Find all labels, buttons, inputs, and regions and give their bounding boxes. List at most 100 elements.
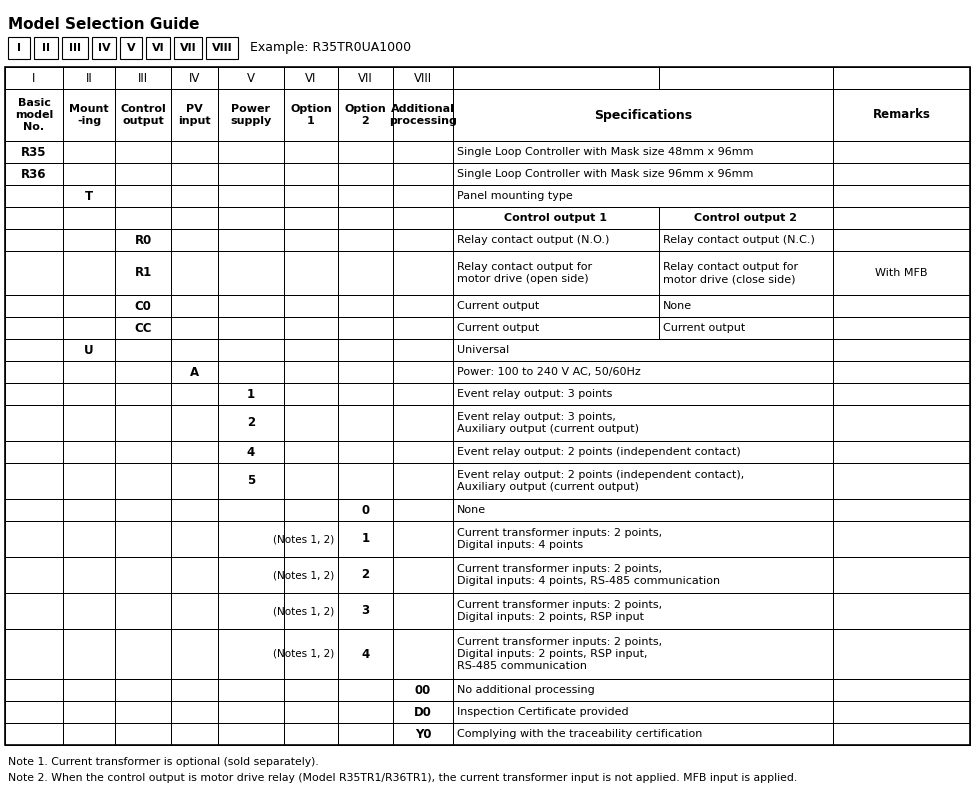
Bar (171, 229, 218, 251)
Bar (63, 339, 115, 361)
Bar (63, 185, 115, 207)
Bar (115, 339, 171, 361)
Text: R36: R36 (21, 168, 47, 180)
Bar (5, 557, 63, 593)
Bar (63, 723, 115, 745)
Bar (393, 163, 453, 185)
Bar (393, 723, 453, 745)
Bar (174, 37, 202, 59)
Bar (833, 629, 970, 679)
Bar (5, 141, 63, 163)
Text: Current transformer inputs: 2 points,
Digital inputs: 2 points, RSP input,
RS-48: Current transformer inputs: 2 points, Di… (457, 637, 662, 672)
Bar (62, 37, 88, 59)
Bar (833, 141, 970, 163)
Bar (833, 295, 970, 317)
Bar (5, 463, 63, 499)
Text: (Notes 1, 2): (Notes 1, 2) (272, 649, 334, 659)
Bar (453, 163, 833, 185)
Bar (146, 37, 170, 59)
Text: 5: 5 (247, 475, 255, 487)
Bar (171, 441, 218, 463)
Text: VI: VI (305, 72, 316, 84)
Bar (284, 593, 338, 629)
Bar (171, 361, 218, 383)
Text: Specifications: Specifications (594, 108, 692, 122)
Text: Current transformer inputs: 2 points,
Digital inputs: 4 points, RS-485 communica: Current transformer inputs: 2 points, Di… (457, 564, 720, 586)
Text: T: T (85, 189, 93, 203)
Bar (218, 317, 284, 339)
Text: A: A (190, 366, 199, 378)
Bar (63, 207, 115, 229)
Bar (284, 679, 338, 701)
Bar (833, 405, 970, 441)
Bar (5, 339, 63, 361)
Bar (833, 701, 970, 723)
Bar (5, 251, 63, 295)
Text: VII: VII (358, 72, 373, 84)
Bar (63, 251, 115, 295)
Bar (453, 593, 833, 629)
Bar (115, 317, 171, 339)
Bar (453, 723, 833, 745)
Text: 1: 1 (247, 387, 255, 401)
Text: Relay contact output (N.O.): Relay contact output (N.O.) (457, 235, 609, 245)
Text: Control output 2: Control output 2 (695, 213, 797, 223)
Bar (393, 441, 453, 463)
Bar (5, 229, 63, 251)
Text: Inspection Certificate provided: Inspection Certificate provided (457, 707, 629, 717)
Text: V: V (247, 72, 255, 84)
Bar (115, 141, 171, 163)
Text: 00: 00 (415, 684, 431, 696)
Bar (5, 317, 63, 339)
Text: 1: 1 (361, 533, 370, 545)
Text: R35: R35 (21, 145, 47, 158)
Bar (338, 67, 393, 89)
Bar (63, 163, 115, 185)
Bar (453, 229, 659, 251)
Bar (338, 593, 393, 629)
Bar (453, 185, 833, 207)
Bar (115, 593, 171, 629)
Bar (833, 557, 970, 593)
Bar (453, 441, 833, 463)
Bar (659, 317, 833, 339)
Bar (115, 163, 171, 185)
Bar (338, 317, 393, 339)
Bar (5, 207, 63, 229)
Bar (338, 441, 393, 463)
Bar (218, 207, 284, 229)
Bar (171, 185, 218, 207)
Bar (284, 207, 338, 229)
Text: II: II (86, 72, 93, 84)
Bar (338, 251, 393, 295)
Bar (5, 593, 63, 629)
Bar (393, 339, 453, 361)
Bar (115, 383, 171, 405)
Bar (453, 463, 833, 499)
Bar (63, 405, 115, 441)
Bar (115, 679, 171, 701)
Bar (453, 67, 659, 89)
Bar (34, 37, 58, 59)
Bar (393, 405, 453, 441)
Bar (393, 593, 453, 629)
Bar (63, 141, 115, 163)
Bar (393, 229, 453, 251)
Bar (393, 557, 453, 593)
Bar (5, 629, 63, 679)
Text: Current output: Current output (663, 323, 746, 333)
Bar (453, 141, 833, 163)
Bar (5, 723, 63, 745)
Bar (833, 441, 970, 463)
Bar (833, 89, 970, 141)
Text: Note 1. Current transformer is optional (sold separately).: Note 1. Current transformer is optional … (8, 757, 319, 767)
Bar (284, 163, 338, 185)
Bar (338, 185, 393, 207)
Bar (5, 679, 63, 701)
Bar (284, 521, 338, 557)
Text: II: II (42, 43, 50, 53)
Bar (63, 89, 115, 141)
Bar (218, 251, 284, 295)
Bar (120, 37, 142, 59)
Bar (659, 207, 833, 229)
